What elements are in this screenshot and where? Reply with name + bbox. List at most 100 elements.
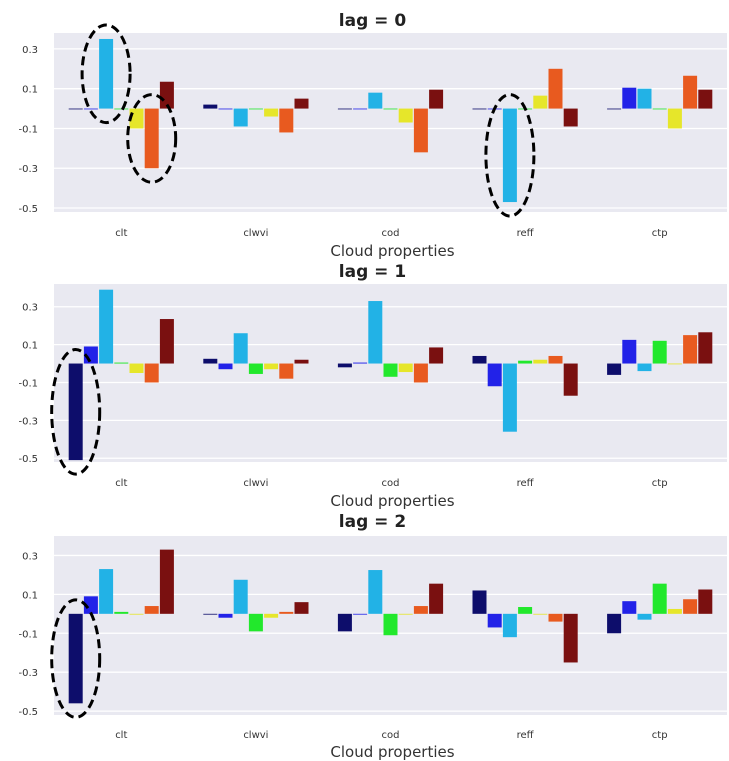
bar bbox=[99, 569, 114, 614]
bar bbox=[68, 363, 83, 461]
bar bbox=[683, 335, 698, 364]
bar bbox=[502, 108, 517, 203]
x-tick-label: cod bbox=[382, 478, 400, 489]
bar bbox=[337, 613, 352, 632]
x-axis-label: Cloud properties bbox=[330, 743, 454, 761]
bar bbox=[548, 613, 563, 622]
bar bbox=[144, 606, 159, 614]
bar bbox=[264, 108, 279, 117]
y-tick-label: -0.5 bbox=[18, 204, 38, 215]
bar bbox=[264, 363, 279, 370]
bar bbox=[413, 606, 428, 614]
x-tick-label: cod bbox=[382, 228, 400, 239]
bar bbox=[637, 613, 652, 620]
x-tick-label: ctp bbox=[652, 730, 668, 741]
bar bbox=[159, 549, 174, 614]
x-tick-label: ctp bbox=[652, 478, 668, 489]
bar bbox=[487, 613, 502, 628]
x-axis-label: Cloud properties bbox=[330, 242, 454, 260]
bar bbox=[607, 363, 622, 375]
bar bbox=[353, 613, 368, 615]
bar bbox=[279, 611, 294, 614]
bar bbox=[337, 363, 352, 368]
bar bbox=[683, 75, 698, 109]
bar bbox=[472, 108, 487, 110]
chart-panel: lag = 0 0.3 0.1 -0.1 -0.3 -0.5 clt clwvi cod reff… bbox=[18, 11, 727, 260]
highlight-ellipse bbox=[50, 348, 102, 476]
bar bbox=[233, 579, 248, 614]
y-tick-label: -0.1 bbox=[18, 124, 38, 135]
bar bbox=[637, 363, 652, 372]
bar bbox=[667, 608, 682, 614]
bar bbox=[533, 359, 548, 364]
highlight-ellipse bbox=[484, 93, 536, 218]
bar bbox=[698, 89, 713, 109]
x-tick-label: clwvi bbox=[243, 228, 268, 239]
bar bbox=[472, 590, 487, 614]
bar bbox=[563, 363, 578, 396]
chart-panels: lag = 0 0.3 0.1 -0.1 -0.3 -0.5 clt clwvi cod reff… bbox=[18, 11, 727, 761]
bar bbox=[502, 613, 517, 638]
bar bbox=[622, 87, 637, 109]
y-tick-label: -0.1 bbox=[18, 629, 38, 640]
bar bbox=[548, 68, 563, 109]
bar bbox=[622, 601, 637, 614]
bar bbox=[248, 363, 263, 374]
y-tick-label: 0.3 bbox=[22, 303, 38, 314]
bar bbox=[279, 363, 294, 379]
bar bbox=[429, 347, 444, 364]
bar bbox=[383, 108, 398, 110]
bar bbox=[144, 363, 159, 383]
bar bbox=[159, 319, 174, 364]
highlight-ellipse bbox=[126, 93, 178, 184]
bar bbox=[203, 104, 218, 109]
y-tick-label: -0.3 bbox=[18, 416, 38, 427]
bar bbox=[129, 613, 144, 615]
bar bbox=[294, 602, 309, 614]
bar bbox=[264, 613, 279, 618]
bar bbox=[368, 301, 383, 364]
bar bbox=[218, 108, 233, 110]
bar bbox=[413, 108, 428, 153]
x-tick-label: reff bbox=[517, 478, 535, 489]
bar bbox=[368, 92, 383, 109]
x-tick-label: clt bbox=[115, 730, 127, 741]
bar bbox=[114, 611, 129, 614]
bar bbox=[114, 362, 129, 364]
y-tick-label: -0.3 bbox=[18, 164, 38, 175]
bar bbox=[68, 108, 83, 110]
bar bbox=[652, 583, 667, 614]
bar bbox=[607, 108, 622, 110]
bar bbox=[218, 363, 233, 370]
plot-background bbox=[54, 33, 727, 212]
bar bbox=[233, 333, 248, 364]
bar bbox=[398, 613, 413, 615]
bar bbox=[218, 613, 233, 618]
chart-panel: lag = 1 0.3 0.1 -0.1 -0.3 -0.5 clt clwvi cod reff… bbox=[18, 262, 727, 510]
bar bbox=[518, 607, 533, 614]
bar bbox=[518, 360, 533, 364]
x-tick-label: clt bbox=[115, 228, 127, 239]
bar bbox=[429, 583, 444, 614]
y-tick-label: 0.3 bbox=[22, 45, 38, 56]
bar bbox=[413, 363, 428, 383]
bar bbox=[159, 81, 174, 109]
chart-title: lag = 0 bbox=[339, 11, 407, 31]
bar bbox=[652, 340, 667, 364]
bar bbox=[652, 108, 667, 110]
bar bbox=[502, 363, 517, 432]
bar bbox=[233, 108, 248, 127]
bar bbox=[429, 89, 444, 109]
x-tick-label: reff bbox=[517, 228, 535, 239]
x-tick-label: clwvi bbox=[243, 730, 268, 741]
chart-title: lag = 2 bbox=[339, 512, 406, 532]
bar bbox=[279, 108, 294, 133]
y-tick-label: -0.1 bbox=[18, 378, 38, 389]
y-tick-label: 0.3 bbox=[22, 551, 38, 562]
bar bbox=[533, 95, 548, 109]
bar bbox=[99, 38, 114, 109]
bar bbox=[353, 108, 368, 110]
bar bbox=[637, 88, 652, 109]
bar bbox=[698, 589, 713, 614]
bar bbox=[368, 570, 383, 614]
